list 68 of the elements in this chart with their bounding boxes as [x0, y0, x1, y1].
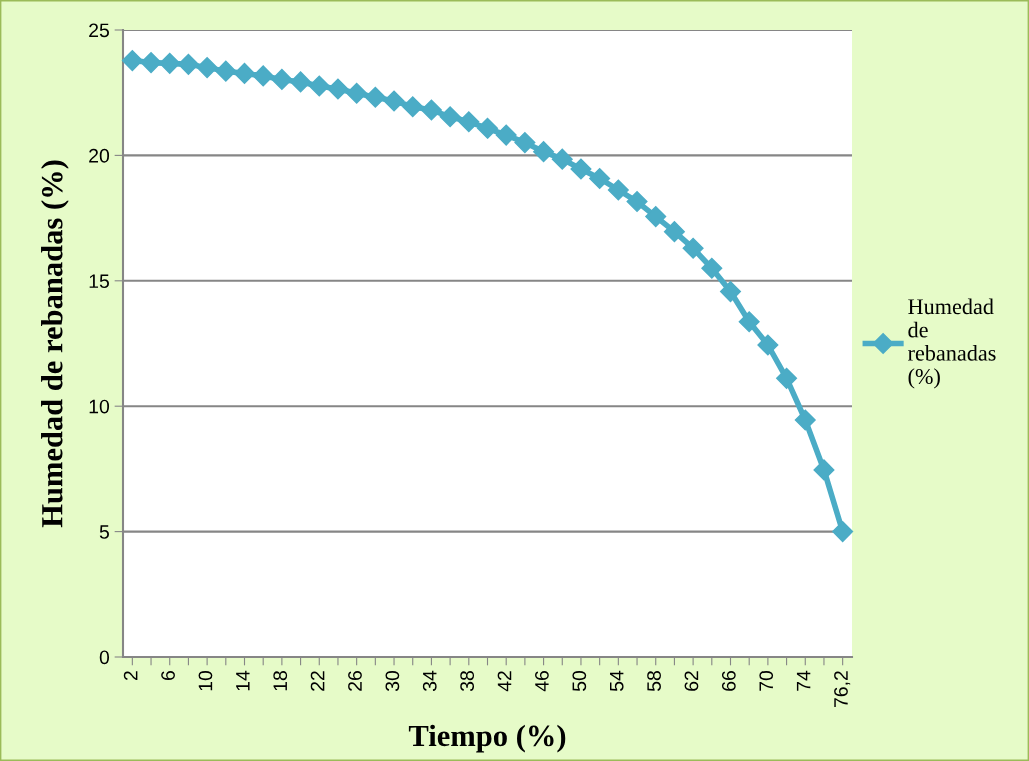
x-tick-label: 22	[310, 671, 325, 691]
point	[757, 334, 779, 356]
x-tick-label: 14	[236, 670, 250, 691]
y-tick-label: 5	[99, 525, 109, 539]
y-tick-label: 15	[89, 274, 109, 289]
point	[626, 191, 648, 213]
point	[813, 459, 835, 481]
x-axis-title: Tiempo (%)	[408, 724, 566, 753]
point	[776, 367, 798, 389]
point	[495, 124, 517, 146]
point	[645, 206, 667, 228]
x-tick-label: 74	[796, 670, 811, 691]
point	[140, 52, 162, 74]
y-tick-label: 20	[89, 148, 110, 163]
x-tick-label: 66	[721, 671, 736, 691]
point	[420, 99, 442, 121]
point	[701, 257, 723, 279]
x-tick-label: 70	[759, 670, 774, 691]
point	[177, 53, 199, 75]
x-tick-label: 62	[684, 671, 699, 691]
x-tick-label: 2	[123, 671, 138, 681]
point	[159, 52, 181, 74]
point	[364, 86, 386, 108]
point	[271, 68, 293, 90]
x-tick-label: 54	[610, 670, 624, 692]
point	[308, 75, 330, 97]
point	[290, 71, 312, 93]
x-tick-label: 38	[460, 671, 475, 692]
x-tick-label: 10	[198, 670, 213, 691]
x-tick-label: 18	[273, 671, 288, 691]
point	[196, 57, 218, 79]
x-tick-label: 50	[572, 670, 587, 692]
point	[663, 221, 685, 243]
x-tick-label: 6	[161, 671, 175, 681]
point	[794, 409, 816, 431]
y-axis-title: Humedad de rebanadas (%)	[41, 160, 69, 528]
x-tick-label: 46	[535, 671, 549, 692]
point	[439, 106, 461, 128]
point	[252, 65, 274, 87]
point	[551, 148, 573, 170]
y-tick-label: 0	[99, 650, 110, 665]
point	[476, 117, 499, 139]
point	[121, 50, 143, 72]
x-tick-label: 34	[422, 670, 437, 692]
point	[327, 78, 349, 100]
point	[682, 237, 704, 259]
point	[533, 141, 555, 163]
point	[458, 111, 480, 133]
point	[589, 167, 611, 189]
point	[346, 82, 368, 104]
y-tick-label: 25	[89, 23, 109, 38]
x-tick-label: 30	[385, 670, 400, 692]
point	[570, 158, 592, 180]
x-tick-label: 42	[497, 671, 512, 692]
point	[402, 96, 424, 118]
x-tick-label: 76,2	[834, 671, 851, 708]
point	[215, 60, 237, 82]
x-tick-label: 58	[647, 671, 661, 692]
x-tick-label: 26	[348, 671, 362, 691]
point	[233, 62, 256, 84]
point	[719, 281, 742, 303]
point	[607, 179, 629, 201]
point	[514, 132, 536, 154]
point	[383, 90, 405, 112]
legend-label: Humedad de rebanadas (%)	[908, 298, 996, 389]
y-tick-label: 10	[89, 399, 110, 414]
point	[832, 521, 854, 543]
point	[738, 311, 760, 333]
